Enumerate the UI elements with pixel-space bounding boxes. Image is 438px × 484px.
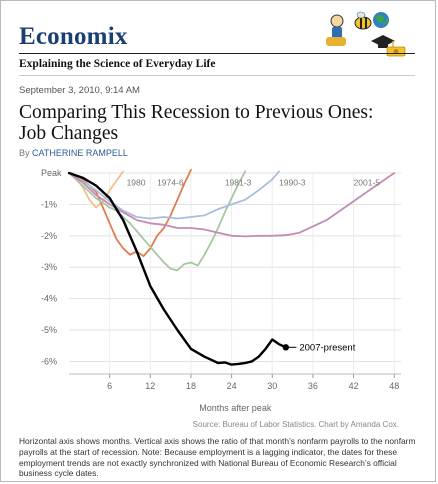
chart-axes: Peak -1% -2% -3% -4% -5% -6% 6 12 18 24 30 36 42 48	[41, 168, 401, 391]
chart-series	[67, 169, 396, 366]
y-tick-label: -6%	[41, 356, 57, 366]
x-tick-label: 48	[389, 381, 399, 391]
y-tick-label: -1%	[41, 199, 57, 209]
masthead-rule	[19, 53, 415, 54]
series-label-1980: 1980	[127, 177, 146, 187]
x-axis-title: Months after peak	[199, 403, 272, 413]
series-label-2001-5: 2001-5	[354, 177, 381, 187]
x-tick-label: 12	[145, 381, 155, 391]
series-line-2007-present	[67, 171, 287, 366]
series-label-2007-present: 2007-present	[299, 342, 355, 353]
x-tick-label: 18	[186, 381, 196, 391]
series-line-1981-3	[68, 170, 247, 272]
series-label-1990-3: 1990-3	[279, 177, 306, 187]
masthead-icons	[326, 11, 406, 57]
blog-masthead[interactable]: Economix	[19, 23, 128, 50]
post-dateline: September 3, 2010, 9:14 AM	[19, 85, 140, 96]
globe-icon	[373, 12, 389, 28]
author-link[interactable]: CATHERINE RAMPELL	[32, 148, 128, 158]
money-icon	[386, 46, 406, 57]
series-endpoint-2007-present	[282, 344, 290, 351]
economist-figure-icon	[326, 14, 346, 46]
post-title[interactable]: Comparing This Recession to Previous One…	[19, 102, 374, 144]
y-tick-label: -3%	[41, 262, 57, 272]
y-tick-label: -4%	[41, 294, 57, 304]
x-tick-label: 36	[308, 381, 318, 391]
series-label-1981-3: 1981-3	[225, 177, 252, 187]
x-tick-label: 6	[107, 381, 112, 391]
y-tick-label: Peak	[41, 168, 62, 178]
x-tick-label: 24	[227, 381, 237, 391]
x-tick-label: 42	[349, 381, 359, 391]
byline-prefix: By	[19, 148, 30, 158]
y-tick-label: -5%	[41, 325, 57, 335]
tagline-rule	[19, 75, 415, 76]
y-tick-label: -2%	[41, 231, 57, 241]
series-label-1974-6: 1974-6	[157, 177, 184, 187]
series-line-2001-5	[68, 172, 396, 238]
x-tick-label: 30	[267, 381, 277, 391]
post-byline: By CATHERINE RAMPELL	[19, 148, 128, 158]
job-changes-chart: Peak -1% -2% -3% -4% -5% -6% 6 12 18 24 30 36 42 48 19…	[41, 168, 401, 429]
series-line-1990-3	[68, 170, 280, 220]
chart-series-labels: 1980 1974-6 1981-3 1990-3 2001-5 2007-present	[127, 177, 381, 353]
blog-tagline: Explaining the Science of Everyday Life	[19, 58, 216, 70]
chart-source: Source: Bureau of Labor Statistics. Char…	[193, 420, 399, 429]
chart-notes: Horizontal axis shows months. Vertical a…	[19, 436, 416, 479]
bee-icon	[354, 11, 372, 30]
